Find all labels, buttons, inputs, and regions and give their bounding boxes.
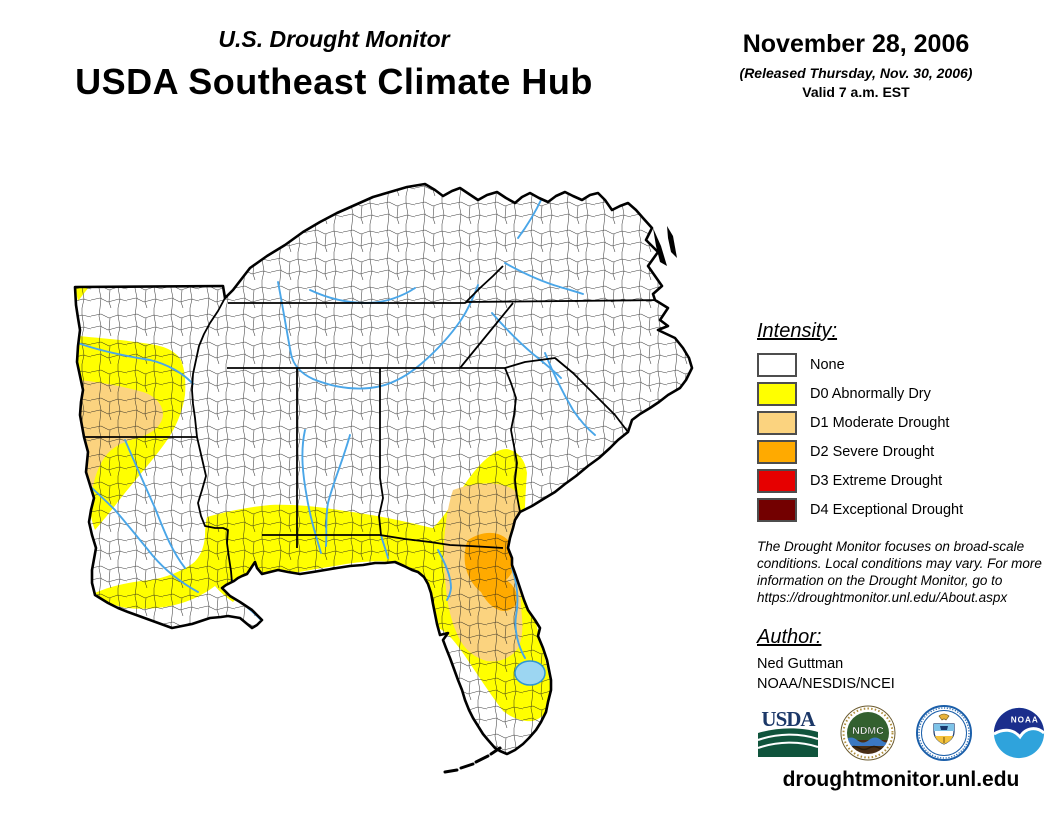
released-date: (Released Thursday, Nov. 30, 2006) bbox=[739, 65, 973, 81]
legend-item-none: None bbox=[757, 352, 963, 378]
disclaimer-text: The Drought Monitor focuses on broad-sca… bbox=[757, 539, 1042, 605]
legend-swatch-d2 bbox=[757, 440, 797, 464]
map-date: November 28, 2006 bbox=[742, 30, 970, 58]
legend-swatch-d0 bbox=[757, 382, 797, 406]
florida-keys bbox=[443, 746, 502, 774]
legend-swatch-d4 bbox=[757, 498, 797, 522]
state-borders bbox=[84, 265, 669, 584]
legend-swatch-d1 bbox=[757, 411, 797, 435]
legend-label: None bbox=[810, 357, 845, 373]
commerce-seal bbox=[916, 705, 973, 761]
legend-heading: Intensity: bbox=[757, 320, 838, 342]
ndmc-logo: NDMC bbox=[840, 705, 896, 761]
legend-item-d3: D3 Extreme Drought bbox=[757, 468, 963, 494]
legend-label: D4 Exceptional Drought bbox=[810, 502, 964, 518]
noaa-logo: NOAA bbox=[993, 707, 1045, 759]
header-titles: U.S. Drought Monitor USDA Southeast Clim… bbox=[0, 26, 668, 103]
delmarva-islands bbox=[653, 226, 677, 266]
author-name: Ned Guttman bbox=[757, 656, 844, 672]
lake-okeechobee bbox=[514, 660, 546, 686]
svg-text:NOAA: NOAA bbox=[1011, 715, 1039, 724]
legend-swatch-none bbox=[757, 353, 797, 377]
legend-label: D2 Severe Drought bbox=[810, 444, 935, 460]
legend-item-d0: D0 Abnormally Dry bbox=[757, 381, 963, 407]
usda-logo: USDA bbox=[757, 707, 819, 757]
legend-label: D3 Extreme Drought bbox=[810, 473, 943, 489]
drought-map-svg bbox=[73, 182, 694, 774]
svg-text:USDA: USDA bbox=[761, 707, 816, 731]
page-title: USDA Southeast Climate Hub bbox=[75, 61, 593, 102]
valid-time: Valid 7 a.m. EST bbox=[802, 84, 910, 100]
legend-label: D1 Moderate Drought bbox=[810, 415, 950, 431]
agency-logos: USDA NDMC bbox=[756, 704, 1046, 762]
date-block: November 28, 2006 (Released Thursday, No… bbox=[712, 30, 1000, 100]
legend-item-d4: D4 Exceptional Drought bbox=[757, 497, 963, 523]
legend: None D0 Abnormally Dry D1 Moderate Droug… bbox=[757, 352, 963, 526]
drought-map bbox=[55, 168, 750, 816]
legend-label: D0 Abnormally Dry bbox=[810, 386, 931, 402]
svg-text:NDMC: NDMC bbox=[852, 725, 884, 737]
legend-item-d2: D2 Severe Drought bbox=[757, 439, 963, 465]
author-org: NOAA/NESDIS/NCEI bbox=[757, 676, 895, 692]
author-heading: Author: bbox=[757, 626, 822, 648]
county-boundaries bbox=[75, 184, 692, 754]
site-url: droughtmonitor.unl.edu bbox=[782, 768, 1020, 791]
drought-monitor-title: U.S. Drought Monitor bbox=[218, 26, 450, 52]
legend-swatch-d3 bbox=[757, 469, 797, 493]
legend-item-d1: D1 Moderate Drought bbox=[757, 410, 963, 436]
